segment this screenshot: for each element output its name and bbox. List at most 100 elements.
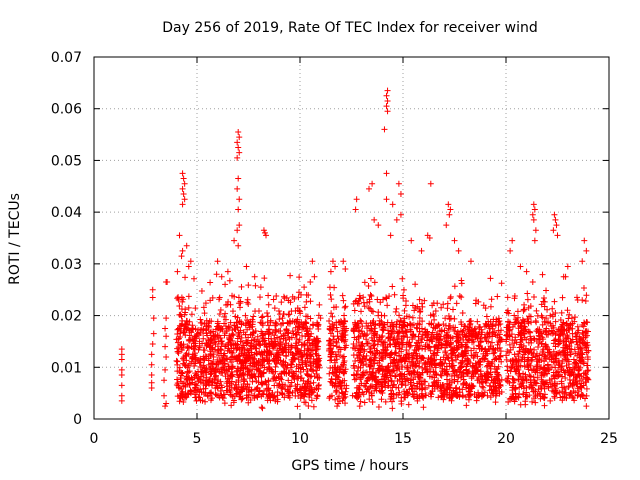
cloud-point <box>283 326 290 333</box>
cloud-point <box>296 320 303 327</box>
cloud-point <box>455 344 462 351</box>
cloud-point <box>242 320 249 327</box>
cloud-point <box>339 354 346 361</box>
cloud-point <box>413 324 420 331</box>
data-point <box>579 258 586 265</box>
cloud-point <box>585 367 592 374</box>
cloud-point <box>495 321 502 328</box>
cloud-point <box>360 362 367 369</box>
cloud-point <box>560 326 567 333</box>
cloud-point <box>293 318 300 325</box>
cloud-point <box>184 345 191 352</box>
cloud-point <box>510 376 517 383</box>
cloud-point <box>424 363 431 370</box>
cloud-point <box>438 372 445 379</box>
cloud-point <box>579 329 586 336</box>
cloud-point <box>446 395 453 402</box>
cloud-point <box>399 275 406 282</box>
cloud-point <box>223 355 230 362</box>
cloud-point <box>532 388 539 395</box>
cloud-point <box>553 358 560 365</box>
cloud-point <box>451 376 458 383</box>
cloud-point <box>473 394 480 401</box>
cloud-point <box>363 336 370 343</box>
data-point <box>530 201 537 208</box>
data-point <box>234 185 241 192</box>
cloud-point <box>448 347 455 354</box>
cloud-point <box>377 299 384 306</box>
x-tick-label: 25 <box>600 431 618 447</box>
data-point <box>177 392 184 399</box>
cloud-point <box>227 392 234 399</box>
cloud-point <box>275 308 282 315</box>
cloud-point <box>571 366 578 373</box>
cloud-point <box>195 346 202 353</box>
cloud-point <box>184 390 191 397</box>
cloud-point <box>526 383 533 390</box>
cloud-point <box>454 329 461 336</box>
cloud-point <box>407 342 414 349</box>
cloud-point <box>394 329 401 336</box>
cloud-point <box>194 375 201 382</box>
cloud-point <box>270 370 277 377</box>
cloud-point <box>302 399 309 406</box>
data-point <box>236 134 243 141</box>
cloud-point <box>384 370 391 377</box>
cloud-point <box>222 310 229 317</box>
data-point <box>556 361 563 368</box>
cloud-point <box>511 365 518 372</box>
cloud-point <box>328 296 335 303</box>
data-point <box>176 232 183 239</box>
cloud-point <box>254 333 261 340</box>
cloud-point <box>506 349 513 356</box>
data-point <box>311 273 318 280</box>
cloud-point <box>380 366 387 373</box>
cloud-point <box>519 320 526 327</box>
cloud-point <box>207 351 214 358</box>
cloud-point <box>283 340 290 347</box>
cloud-point <box>340 394 347 401</box>
cloud-point <box>580 376 587 383</box>
cloud-point <box>310 360 317 367</box>
cloud-point <box>208 370 215 377</box>
data-point <box>525 304 532 311</box>
cloud-point <box>526 392 533 399</box>
data-point <box>253 366 260 373</box>
cloud-point <box>326 317 333 324</box>
data-point <box>149 294 156 301</box>
cloud-point <box>394 362 401 369</box>
cloud-point <box>277 375 284 382</box>
cloud-point <box>420 355 427 362</box>
cloud-point <box>422 378 429 385</box>
cloud-point <box>186 380 193 387</box>
cloud-point <box>466 368 473 375</box>
data-point-cloud <box>173 271 592 412</box>
cloud-point <box>208 318 215 325</box>
cloud-point <box>576 366 583 373</box>
cloud-point <box>471 332 478 339</box>
cloud-point <box>509 391 516 398</box>
cloud-point <box>355 352 362 359</box>
cloud-point <box>539 393 546 400</box>
cloud-point <box>552 309 559 316</box>
data-point <box>179 201 186 208</box>
cloud-point <box>526 328 533 335</box>
cloud-point <box>220 352 227 359</box>
cloud-point <box>207 336 214 343</box>
cloud-point <box>297 364 304 371</box>
cloud-point <box>371 338 378 345</box>
cloud-point <box>283 327 290 334</box>
cloud-point <box>202 300 209 307</box>
cloud-point <box>487 325 494 332</box>
cloud-point <box>280 293 287 300</box>
cloud-point <box>200 335 207 342</box>
cloud-point <box>186 368 193 375</box>
data-point <box>443 222 450 229</box>
cloud-point <box>433 362 440 369</box>
x-tick-labels: 0 5 10 15 20 25 <box>90 431 618 447</box>
cloud-point <box>214 320 221 327</box>
cloud-point <box>564 307 571 314</box>
data-point <box>441 335 448 342</box>
data-point <box>149 286 156 293</box>
cloud-point <box>420 404 427 411</box>
